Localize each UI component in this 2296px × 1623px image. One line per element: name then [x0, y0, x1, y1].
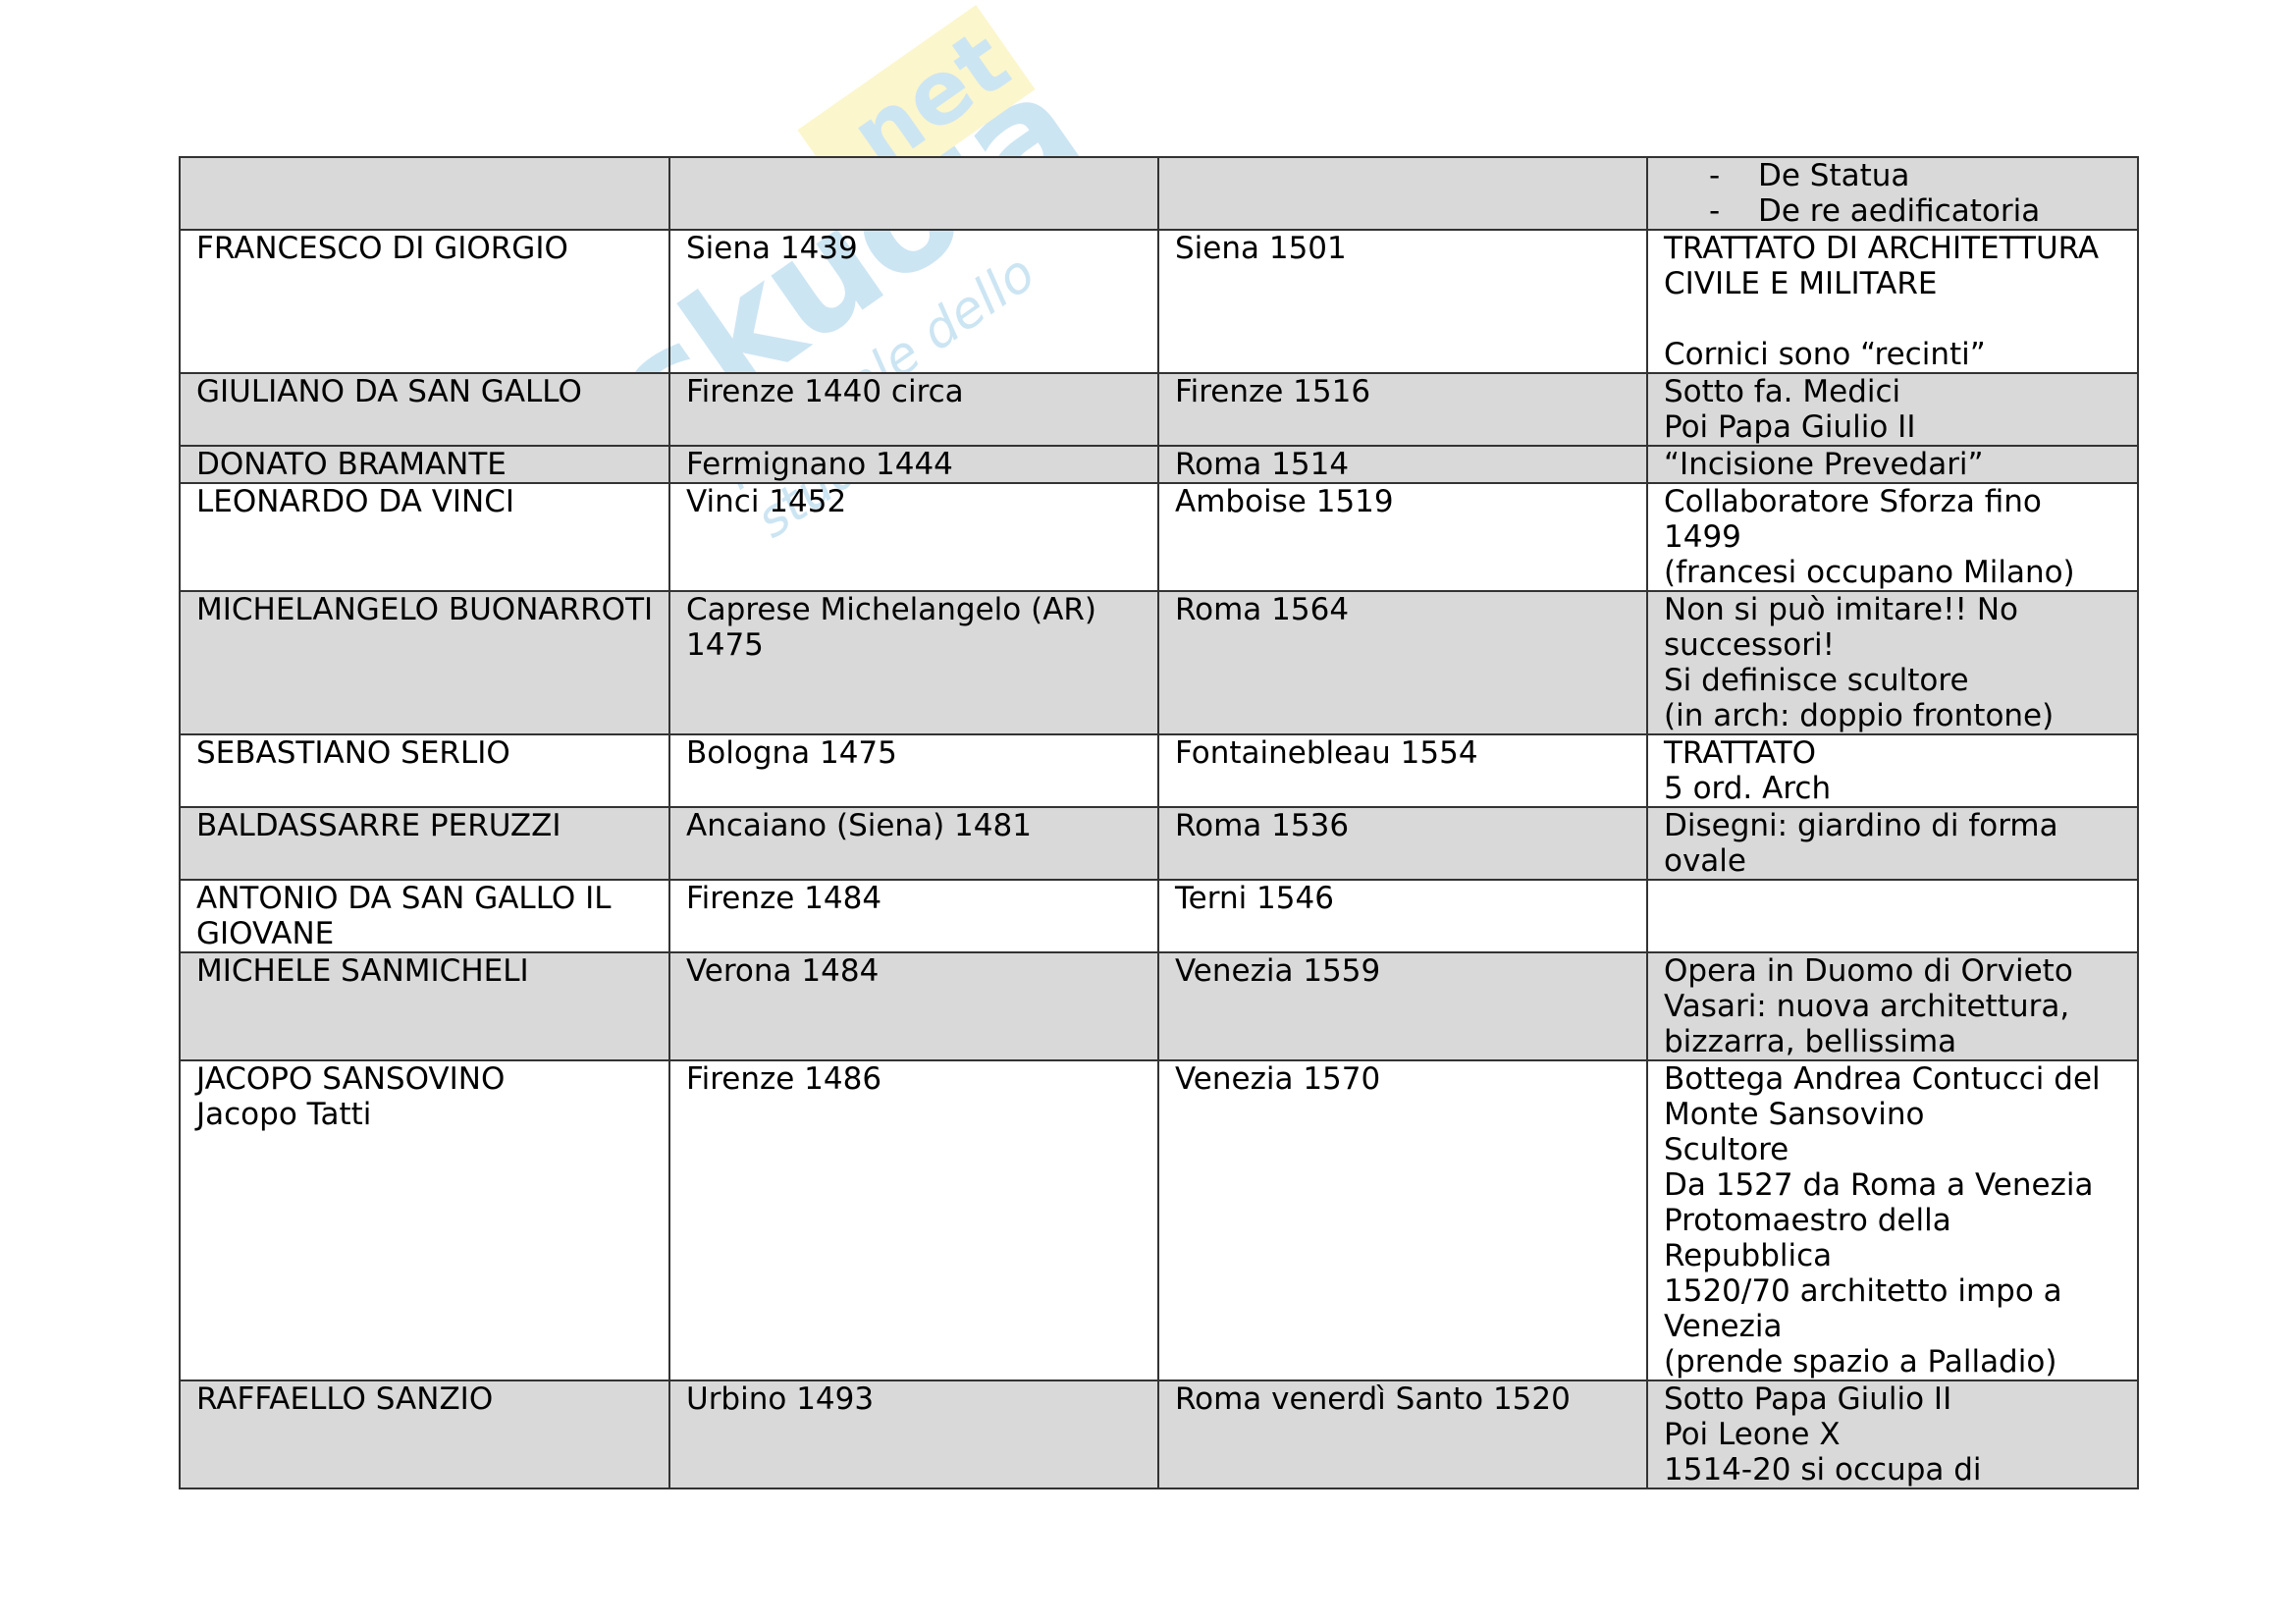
architects-table: - De Statua - De re aedificatoria FRANCESCO … — [179, 156, 2139, 1489]
notes-cell: Opera in Duomo di Orvieto Vasari: nuova … — [1646, 951, 2139, 1061]
notes-cell: Sotto fa. Medici Poi Papa Giulio II — [1646, 372, 2139, 447]
birth-cell: Firenze 1486 — [668, 1059, 1159, 1381]
death-cell: Siena 1501 — [1157, 229, 1648, 374]
name-cell: RAFFAELLO SANZIO — [179, 1380, 670, 1489]
name-cell: JACOPO SANSOVINO Jacopo Tatti — [179, 1059, 670, 1381]
list-item-text: De re aedificatoria — [1758, 193, 2041, 229]
death-cell: Roma 1514 — [1157, 445, 1648, 484]
table-row: LEONARDO DA VINCI Vinci 1452 Amboise 1519 C… — [179, 482, 2139, 592]
birth-cell: Siena 1439 — [668, 229, 1159, 374]
table-row: SEBASTIANO SERLIO Bologna 1475 Fontaineble… — [179, 733, 2139, 808]
notes-cell: - De Statua - De re aedificatoria — [1646, 156, 2139, 231]
death-cell: Roma 1564 — [1157, 590, 1648, 735]
death-cell: Venezia 1559 — [1157, 951, 1648, 1061]
table-row: ANTONIO DA SAN GALLO IL GIOVANE Firenze 1… — [179, 879, 2139, 953]
birth-cell: Fermignano 1444 — [668, 445, 1159, 484]
table-row: MICHELE SANMICHELI Verona 1484 Venezia 155… — [179, 951, 2139, 1061]
list-item-text: De Statua — [1758, 158, 1910, 193]
name-cell: BALDASSARRE PERUZZI — [179, 806, 670, 881]
death-cell: Amboise 1519 — [1157, 482, 1648, 592]
birth-cell: Urbino 1493 — [668, 1380, 1159, 1489]
death-cell: Roma 1536 — [1157, 806, 1648, 881]
name-cell: LEONARDO DA VINCI — [179, 482, 670, 592]
notes-cell: Sotto Papa Giulio II Poi Leone X 1514-20… — [1646, 1380, 2139, 1489]
death-cell: Venezia 1570 — [1157, 1059, 1648, 1381]
death-cell: Terni 1546 — [1157, 879, 1648, 953]
table-row: MICHELANGELO BUONARROTI Caprese Michelang… — [179, 590, 2139, 735]
birth-cell: Bologna 1475 — [668, 733, 1159, 808]
name-cell: DONATO BRAMANTE — [179, 445, 670, 484]
name-cell: SEBASTIANO SERLIO — [179, 733, 670, 808]
notes-cell: “Incisione Prevedari” — [1646, 445, 2139, 484]
name-cell: GIULIANO DA SAN GALLO — [179, 372, 670, 447]
birth-cell: Firenze 1440 circa — [668, 372, 1159, 447]
death-cell — [1157, 156, 1648, 231]
birth-cell: Vinci 1452 — [668, 482, 1159, 592]
name-cell: MICHELANGELO BUONARROTI — [179, 590, 670, 735]
notes-cell: TRATTATO DI ARCHITETTURA CIVILE E MILITA… — [1646, 229, 2139, 374]
list-bullet: - — [1709, 158, 1721, 193]
name-cell: FRANCESCO DI GIORGIO — [179, 229, 670, 374]
death-cell: Fontainebleau 1554 — [1157, 733, 1648, 808]
table-row: RAFFAELLO SANZIO Urbino 1493 Roma venerdì … — [179, 1380, 2139, 1489]
birth-cell: Verona 1484 — [668, 951, 1159, 1061]
notes-cell: TRATTATO 5 ord. Arch — [1646, 733, 2139, 808]
notes-cell: Collaboratore Sforza fino 1499 (francesi… — [1646, 482, 2139, 592]
list-bullet: - — [1709, 193, 1721, 229]
death-cell: Firenze 1516 — [1157, 372, 1648, 447]
list-item: - De Statua — [1664, 158, 2127, 193]
name-cell: MICHELE SANMICHELI — [179, 951, 670, 1061]
table-row: JACOPO SANSOVINO Jacopo Tatti Firenze 148… — [179, 1059, 2139, 1381]
death-cell: Roma venerdì Santo 1520 — [1157, 1380, 1648, 1489]
table-row: GIULIANO DA SAN GALLO Firenze 1440 circa F… — [179, 372, 2139, 447]
name-cell: ANTONIO DA SAN GALLO IL GIOVANE — [179, 879, 670, 953]
birth-cell: Caprese Michelangelo (AR) 1475 — [668, 590, 1159, 735]
table-row: DONATO BRAMANTE Fermignano 1444 Roma 1514 “… — [179, 445, 2139, 484]
birth-cell — [668, 156, 1159, 231]
name-cell — [179, 156, 670, 231]
list-item: - De re aedificatoria — [1664, 193, 2127, 229]
notes-cell — [1646, 879, 2139, 953]
notes-cell: Disegni: giardino di forma ovale — [1646, 806, 2139, 881]
table-row: BALDASSARRE PERUZZI Ancaiano (Siena) 1481… — [179, 806, 2139, 881]
table-row: - De Statua - De re aedificatoria — [179, 156, 2139, 231]
table-row: FRANCESCO DI GIORGIO Siena 1439 Siena 1501… — [179, 229, 2139, 374]
birth-cell: Ancaiano (Siena) 1481 — [668, 806, 1159, 881]
notes-cell: Bottega Andrea Contucci del Monte Sansov… — [1646, 1059, 2139, 1381]
notes-cell: Non si può imitare!! No successori! Si d… — [1646, 590, 2139, 735]
birth-cell: Firenze 1484 — [668, 879, 1159, 953]
